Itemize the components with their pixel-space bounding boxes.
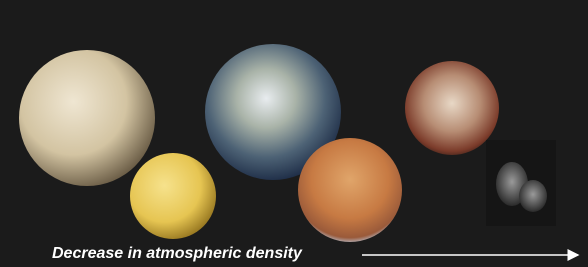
page: Decrease in atmospheric density (() => {… — [0, 0, 588, 267]
titan — [130, 153, 216, 239]
scene: Decrease in atmospheric density — [0, 0, 588, 267]
pluto — [405, 61, 499, 155]
mars — [298, 138, 402, 242]
venus — [19, 50, 155, 186]
caption: Decrease in atmospheric density — [52, 245, 303, 262]
comet — [486, 140, 556, 226]
